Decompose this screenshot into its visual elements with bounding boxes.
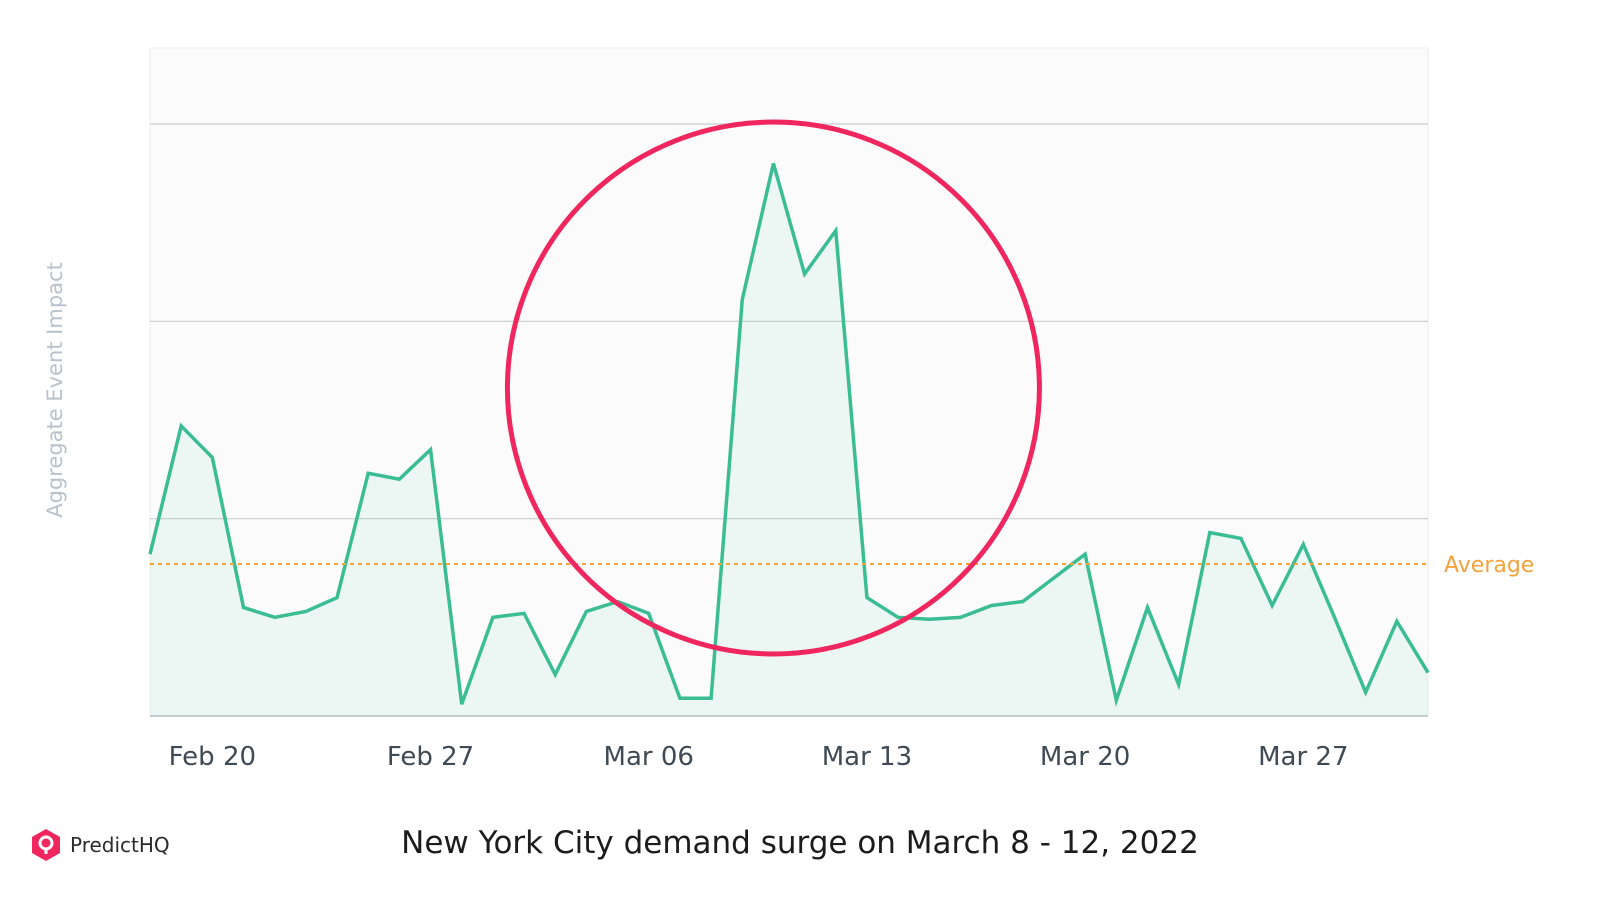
plot-background — [149, 47, 1429, 717]
x-tick-label: Feb 27 — [387, 742, 474, 772]
x-tick-label: Mar 06 — [604, 742, 694, 772]
x-axis-ticks: Feb 20 Feb 27 Mar 06 Mar 13 Mar 20 Mar 27 — [169, 742, 1349, 772]
x-tick-label: Mar 20 — [1040, 742, 1130, 772]
y-axis-label: Aggregate Event Impact — [43, 262, 67, 518]
brand: PredictHQ — [30, 828, 170, 862]
series-area — [150, 163, 1428, 716]
predicthq-logo-icon — [32, 829, 60, 861]
x-tick-label: Mar 27 — [1258, 742, 1348, 772]
x-tick-label: Mar 13 — [822, 742, 912, 772]
highlight-circle — [504, 119, 1042, 657]
average-label: Average — [1444, 553, 1534, 578]
x-tick-label: Feb 20 — [169, 742, 256, 772]
brand-name: PredictHQ — [70, 833, 170, 857]
series-line — [148, 162, 1430, 707]
chart-caption: New York City demand surge on March 8 - … — [401, 825, 1199, 861]
